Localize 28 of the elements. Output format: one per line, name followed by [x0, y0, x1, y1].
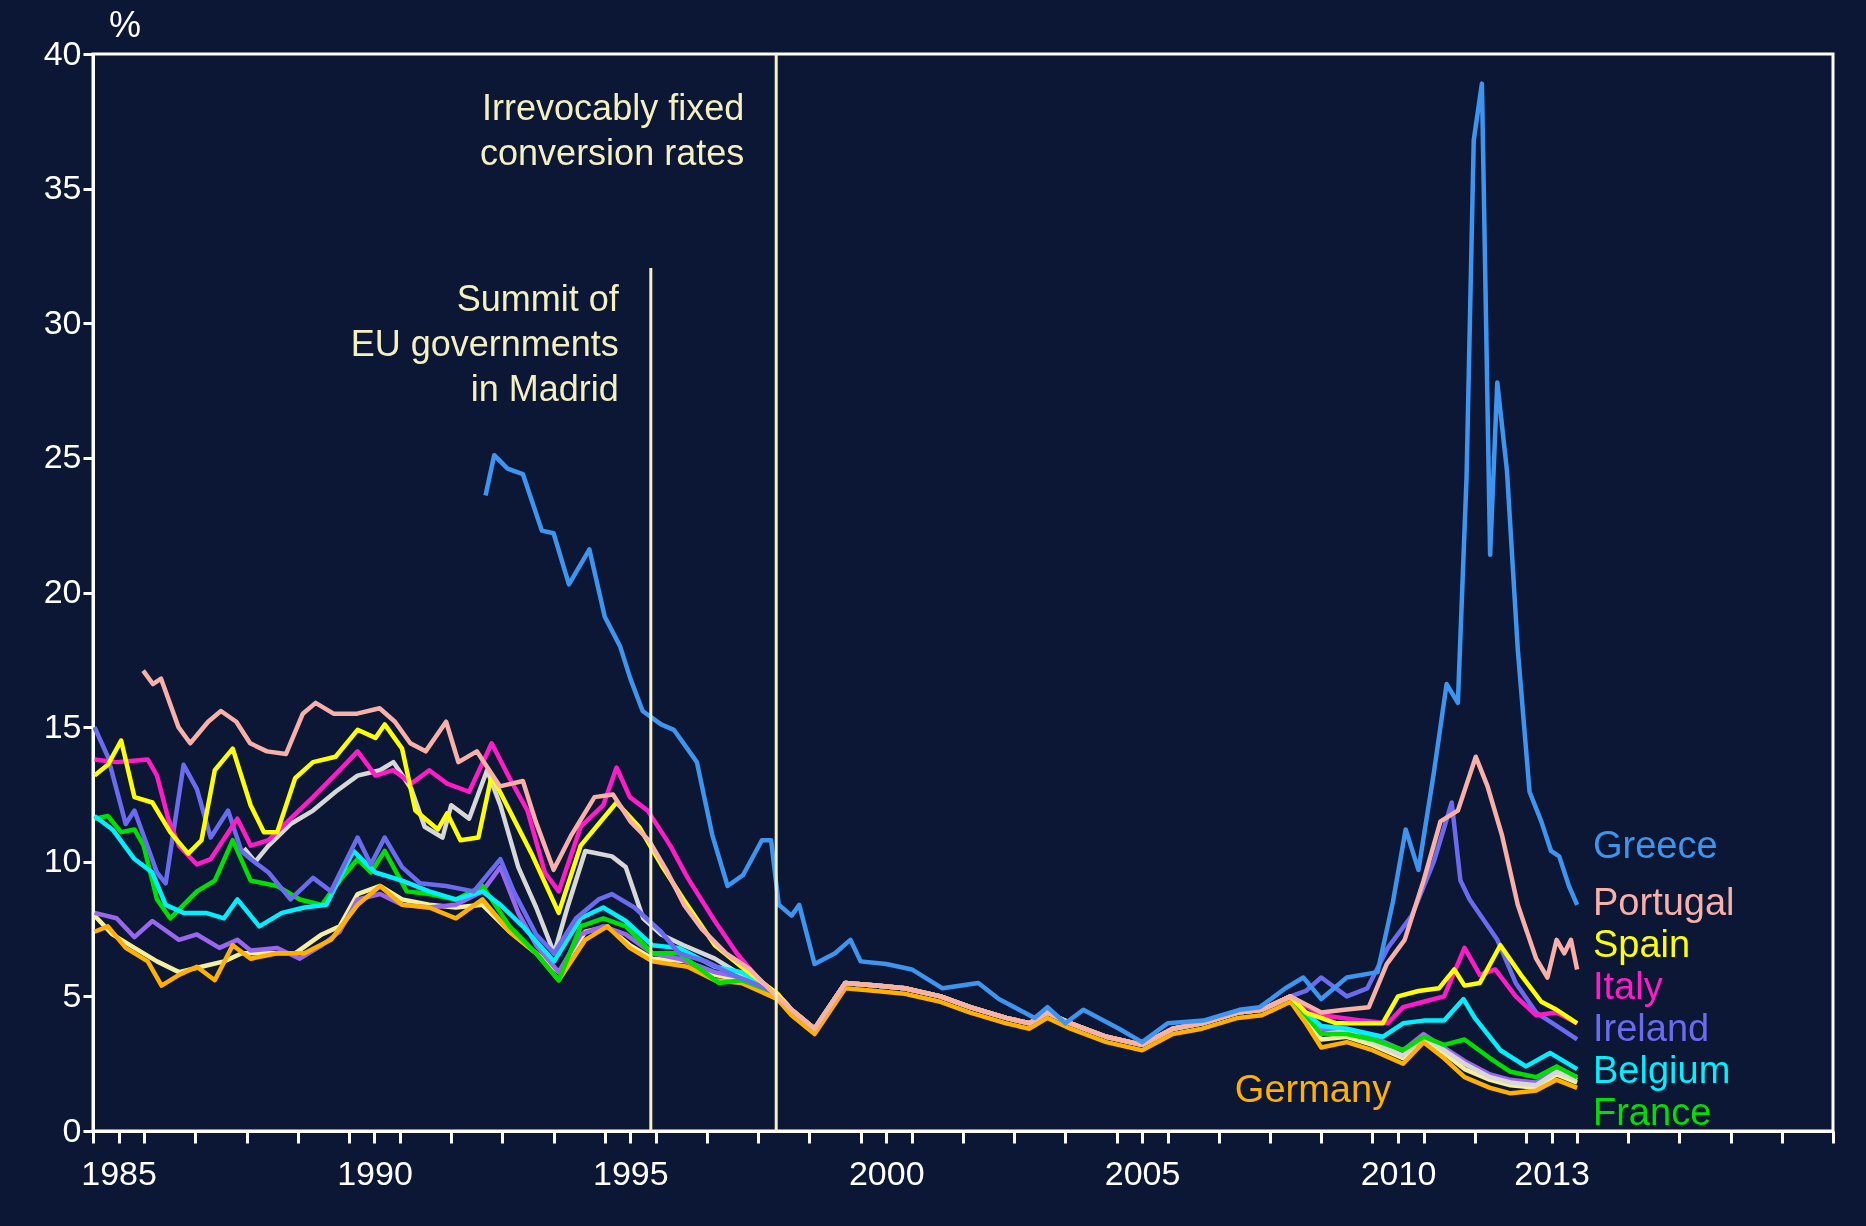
- series-label: Portugal: [1593, 881, 1735, 923]
- ref-line-label: Summit of EU governments in Madrid: [350, 278, 620, 409]
- line-series: [140, 668, 1580, 1048]
- y-axis-title: %: [109, 4, 142, 45]
- series-label: Spain: [1593, 923, 1691, 965]
- y-tick-label: 40: [43, 33, 82, 72]
- series-label: France: [1593, 1091, 1712, 1133]
- series-label: Germany: [1234, 1068, 1392, 1110]
- y-tick-label: 5: [62, 975, 82, 1014]
- x-tick-label: 2013: [1514, 1153, 1590, 1192]
- x-tick-label: 1985: [81, 1153, 157, 1192]
- y-tick-label: 15: [43, 706, 82, 745]
- x-tick-label: 1995: [593, 1153, 669, 1192]
- x-tick-label: 2010: [1360, 1153, 1437, 1192]
- y-tick-label: 30: [43, 302, 82, 341]
- y-tick-label: 35: [43, 168, 82, 207]
- y-tick-label: 20: [43, 572, 82, 610]
- y-tick-label: 25: [43, 437, 82, 476]
- series-label: Greece: [1593, 824, 1718, 866]
- ref-line-label: Irrevocably fixed conversion rates: [480, 87, 745, 173]
- series-label: Ireland: [1593, 1007, 1710, 1049]
- x-tick-label: 1990: [337, 1153, 413, 1192]
- series-label: Italy: [1593, 965, 1663, 1007]
- y-tick-label: 10: [43, 841, 82, 880]
- x-tick-label: 2000: [848, 1153, 925, 1192]
- series-label: Belgium: [1593, 1049, 1731, 1091]
- x-tick-label: 2005: [1104, 1153, 1181, 1192]
- y-tick-label: 0: [62, 1110, 82, 1149]
